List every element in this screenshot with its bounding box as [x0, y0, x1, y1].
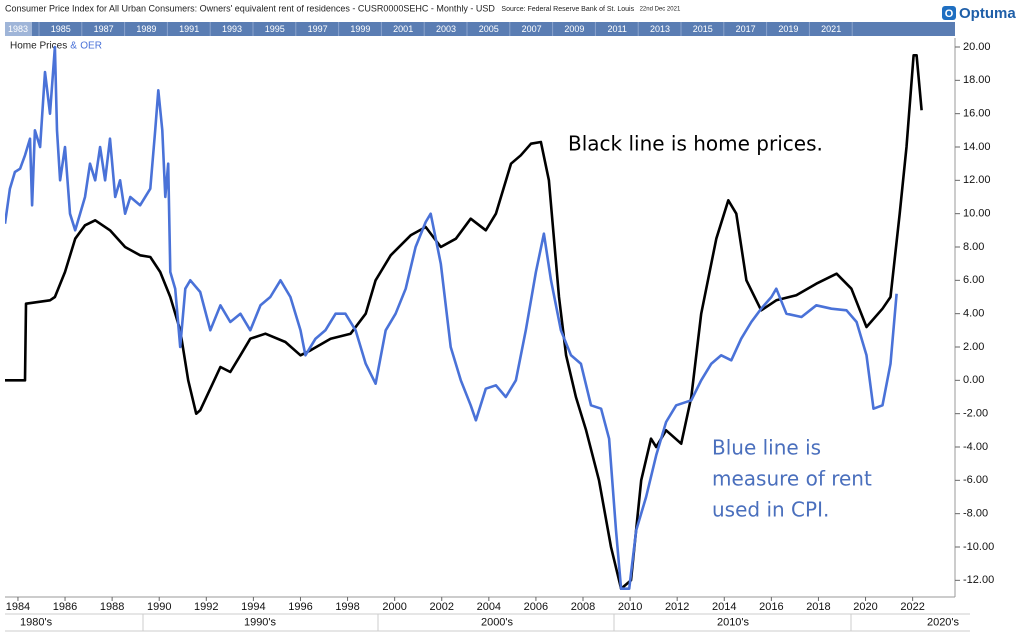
y-tick-label: 4.00: [963, 308, 984, 320]
plot-area: [5, 45, 923, 590]
y-tick-label: -10.00: [963, 541, 994, 553]
legend-joiner: &: [70, 41, 77, 52]
x-tick-label: 2004: [477, 601, 501, 613]
annotation: measure of rent: [712, 467, 872, 491]
y-tick-label: 6.00: [963, 274, 984, 286]
navigator-label: 2021: [821, 24, 841, 34]
x-tick-label: 1994: [241, 601, 265, 613]
chart-title: Consumer Price Index for All Urban Consu…: [5, 3, 495, 13]
navigator-bar: [5, 22, 955, 36]
y-tick-label: 20.00: [963, 41, 991, 53]
x-tick-label: 2016: [759, 601, 783, 613]
navigator-label: 2015: [693, 24, 713, 34]
navigator-label: 1983: [8, 24, 28, 34]
navigator-label: 2011: [608, 24, 627, 34]
x-tick-label: 1992: [194, 601, 218, 613]
source: Source: Federal Reserve Bank of St. Loui…: [501, 6, 634, 13]
annotation: Black line is home prices.: [568, 132, 823, 156]
y-tick-label: -2.00: [963, 408, 988, 420]
x-tick-label: 1996: [288, 601, 312, 613]
navigator-label: 2005: [479, 24, 499, 34]
y-tick-label: 16.00: [963, 108, 991, 120]
x-tick-label: 1998: [335, 601, 359, 613]
navigator-label: 1985: [51, 24, 71, 34]
x-tick-label: 1984: [6, 601, 30, 613]
x-tick-label: 1988: [100, 601, 124, 613]
navigator-label: 2017: [736, 24, 756, 34]
x-tick-label: 2010: [618, 601, 642, 613]
x-tick-label: 2006: [524, 601, 548, 613]
navigator-label: 2001: [393, 24, 413, 34]
navigator-label: 2019: [778, 24, 798, 34]
legend: Home Prices & OER: [10, 41, 102, 52]
date: 22nd Dec 2021: [640, 7, 681, 13]
navigator-label: 1991: [179, 24, 199, 34]
x-tick-label: 1986: [53, 601, 77, 613]
navigator-label: 2013: [650, 24, 670, 34]
x-tick-label: 2002: [429, 601, 453, 613]
decade-label: 1990's: [244, 616, 277, 628]
series-line: [5, 54, 923, 590]
brand-icon: [942, 6, 956, 20]
navigator-label: 1987: [94, 24, 114, 34]
legend-entry: Home Prices: [10, 41, 67, 52]
x-tick-label: 2020: [853, 601, 877, 613]
navigator-label: 1993: [222, 24, 242, 34]
decade-label: 2020's: [927, 616, 960, 628]
y-tick-label: 12.00: [963, 174, 991, 186]
navigator-label: 2007: [522, 24, 542, 34]
y-tick-label: -6.00: [963, 474, 988, 486]
navigator-label: 1995: [265, 24, 285, 34]
y-tick-label: 2.00: [963, 341, 984, 353]
navigator-label: 1997: [308, 24, 328, 34]
x-tick-label: 2012: [665, 601, 689, 613]
y-tick-label: 0.00: [963, 374, 984, 386]
navigator-label: 1999: [350, 24, 370, 34]
annotation: Blue line is: [712, 436, 821, 460]
y-tick-label: 8.00: [963, 241, 984, 253]
y-tick-label: 14.00: [963, 141, 991, 153]
y-tick-label: 10.00: [963, 208, 991, 220]
navigator-handle: [5, 22, 32, 36]
x-tick-label: 1990: [147, 601, 171, 613]
y-tick-label: -8.00: [963, 508, 988, 520]
decade-label: 2010's: [717, 616, 750, 628]
navigator-label: 2003: [436, 24, 456, 34]
decade-label: 1980's: [20, 616, 53, 628]
x-tick-label: 2018: [806, 601, 830, 613]
y-tick-label: 18.00: [963, 74, 991, 86]
navigator-label: 2009: [564, 24, 584, 34]
annotation: used in CPI.: [712, 498, 829, 522]
x-tick-label: 2008: [571, 601, 595, 613]
legend-entry: OER: [80, 41, 102, 52]
y-tick-label: -12.00: [963, 574, 994, 586]
x-tick-label: 2000: [382, 601, 406, 613]
brand-icon-letter: O: [945, 8, 954, 20]
x-tick-label: 2014: [712, 601, 736, 613]
navigator-label: 1989: [136, 24, 156, 34]
decade-label: 2000's: [481, 616, 514, 628]
series-line: [5, 45, 898, 590]
brand: Optuma: [959, 5, 1016, 22]
y-tick-label: -4.00: [963, 441, 988, 453]
x-tick-label: 2022: [900, 601, 924, 613]
